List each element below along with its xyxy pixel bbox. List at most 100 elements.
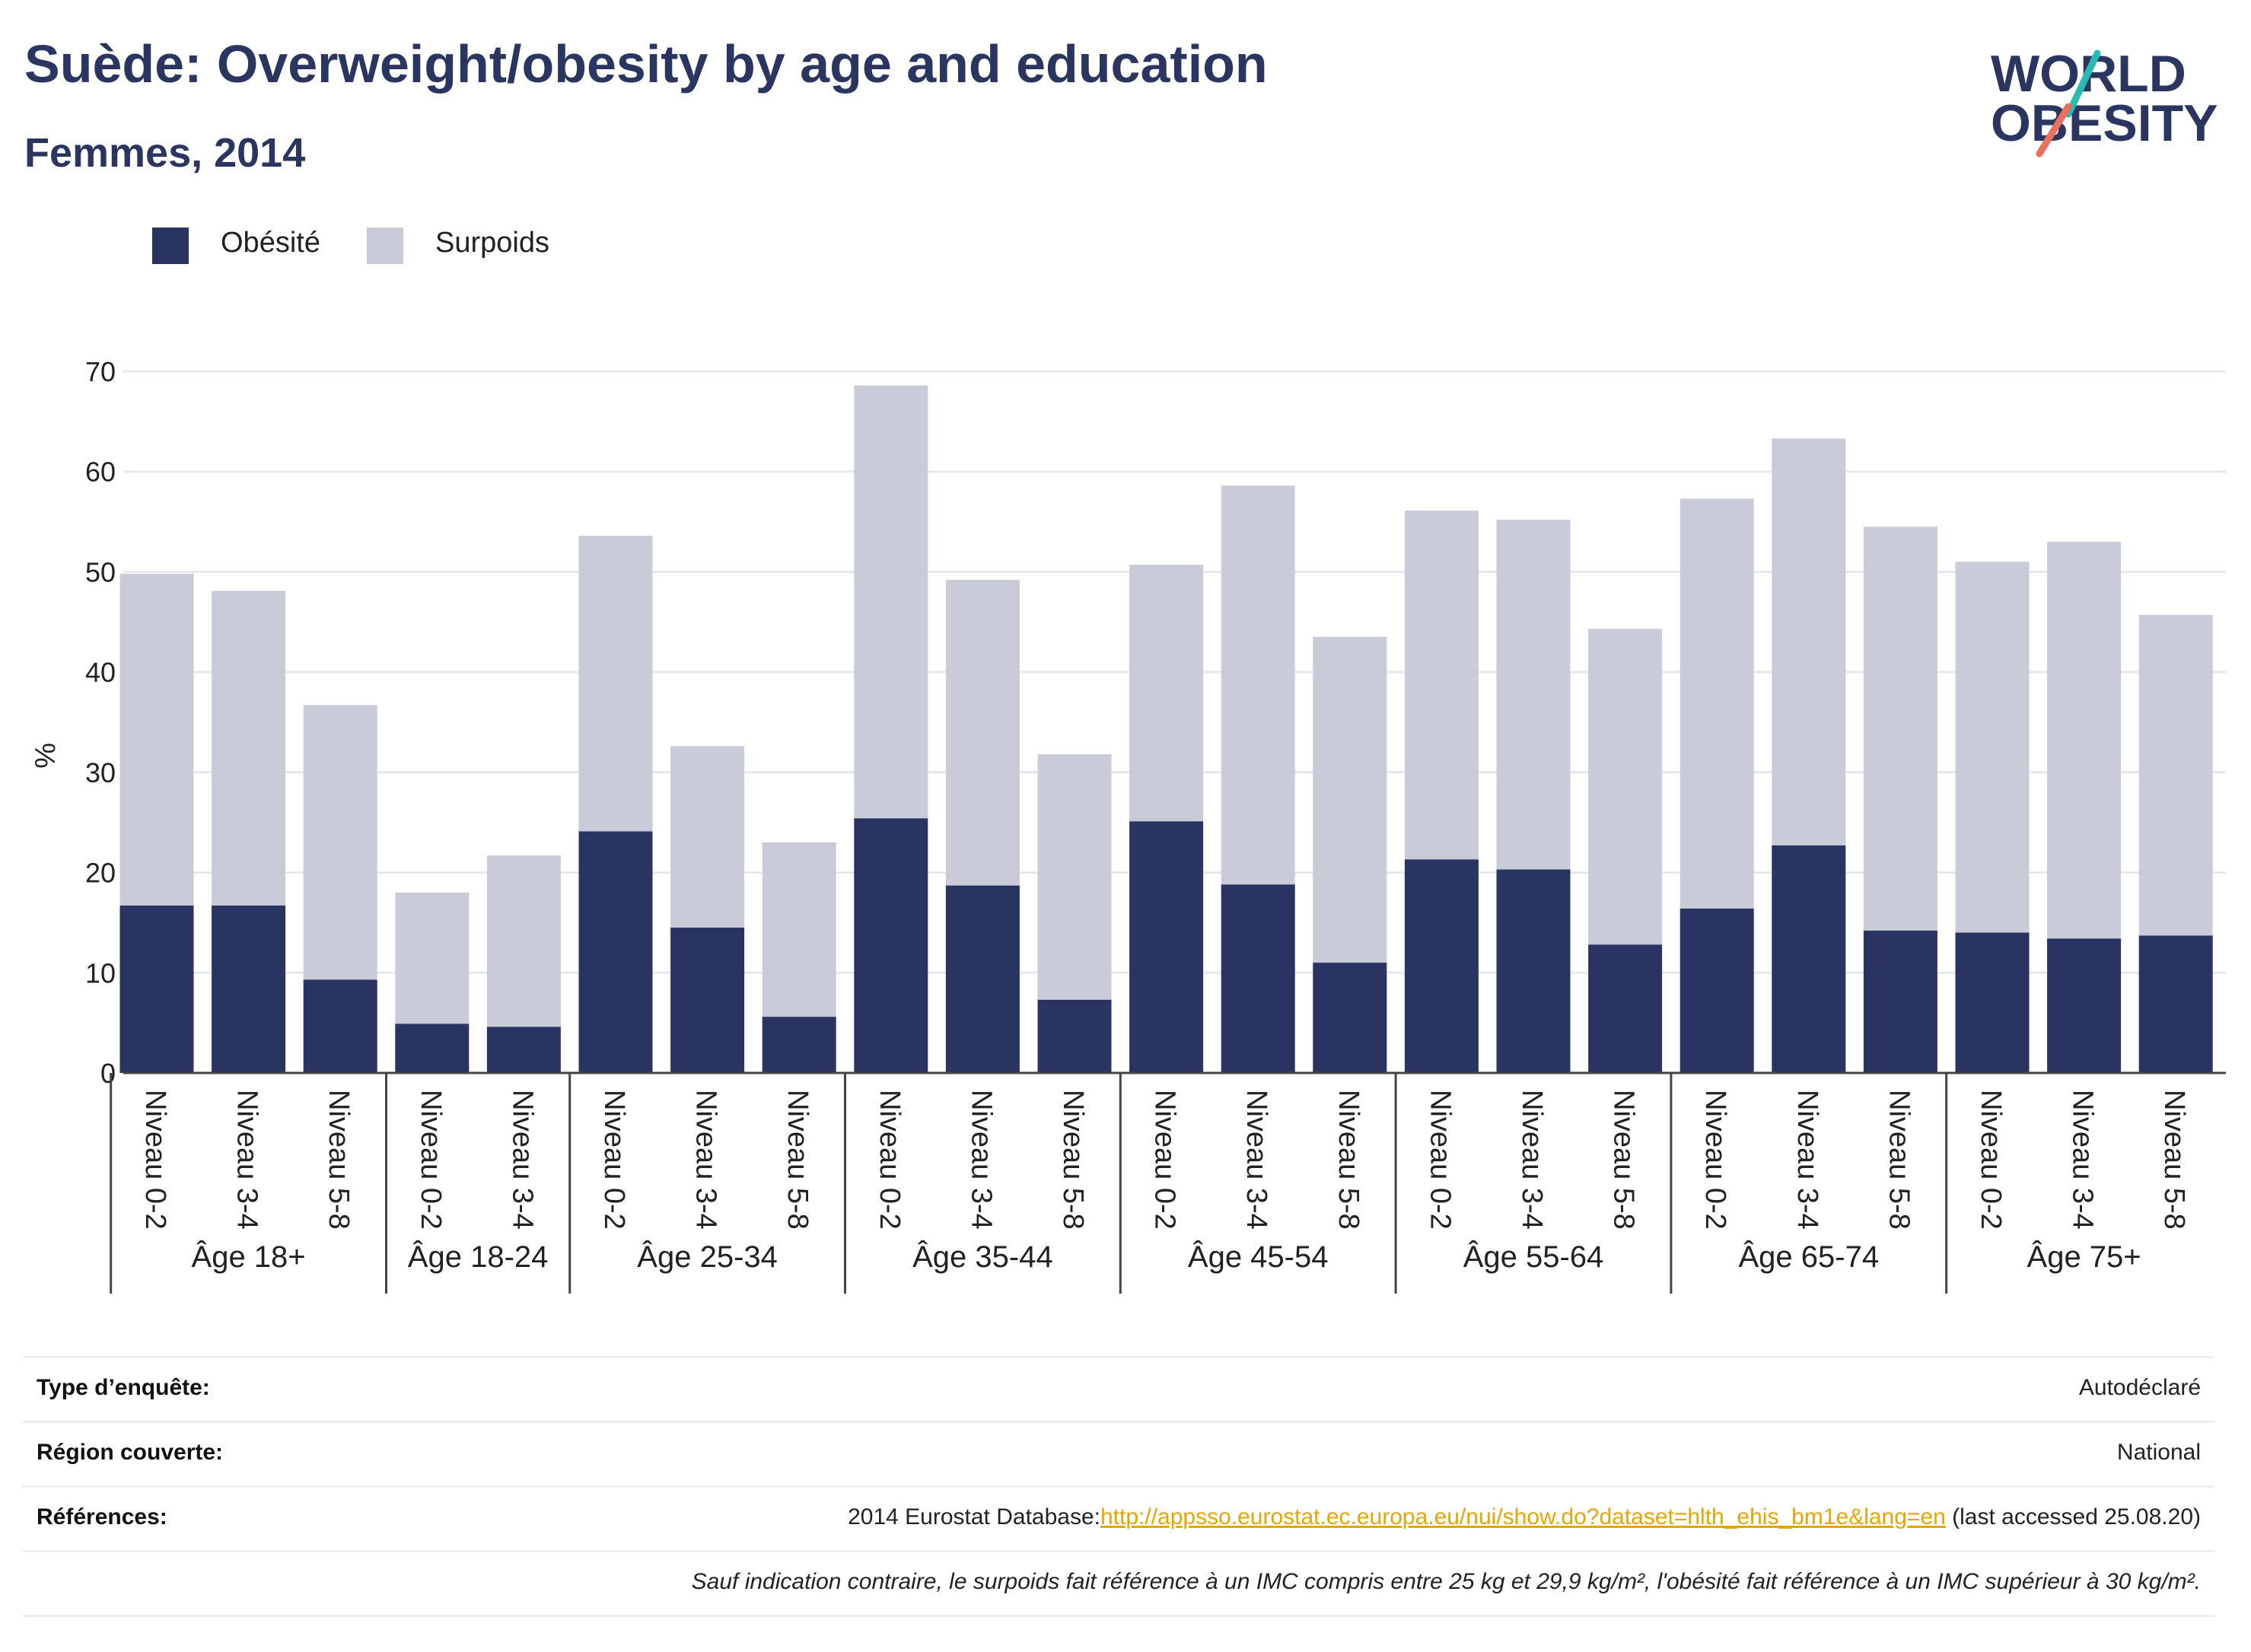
x-tick-label: Niveau 0-2 (1699, 1090, 1731, 1230)
bar-obesity (945, 885, 1020, 1073)
bar-obesity (119, 906, 194, 1073)
info-row-region: Région couverte: National (23, 1421, 2214, 1485)
x-tick-label: Niveau 5-8 (2158, 1090, 2190, 1230)
bar-obesity (1313, 963, 1387, 1073)
bar-overweight (1955, 562, 2030, 933)
bar-obesity (1588, 944, 1663, 1073)
x-tick-label: Niveau 5-8 (782, 1090, 813, 1230)
info-row-references: Références: 2014 Eurostat Database:http:… (23, 1485, 2214, 1550)
legend-label-overweight: Surpoids (435, 227, 549, 259)
bar-obesity (1955, 932, 2030, 1073)
x-tick-label: Niveau 5-8 (1608, 1090, 1640, 1230)
bar-overweight (1863, 527, 1937, 931)
bar-obesity (486, 1027, 561, 1073)
logo-slash-bottom (2036, 103, 2072, 158)
group-label: Âge 65-74 (1739, 1240, 1880, 1274)
y-tick-label: 50 (85, 556, 116, 587)
references-suffix: (last accessed 25.08.20) (1945, 1504, 2201, 1529)
x-tick-label: Niveau 3-4 (231, 1090, 263, 1230)
bar-overweight (1221, 485, 1295, 885)
x-tick-label: Niveau 5-8 (1057, 1090, 1089, 1230)
bar-obesity (762, 1017, 836, 1073)
x-tick-label: Niveau 0-2 (598, 1090, 630, 1230)
x-tick-label: Niveau 3-4 (506, 1090, 538, 1230)
bar-overweight (303, 705, 377, 980)
logo-line2: OBESITY (1991, 94, 2218, 152)
info-row-note: Sauf indication contraire, le surpoids f… (23, 1550, 2214, 1617)
bar-overweight (578, 536, 653, 832)
group-label: Âge 25-34 (637, 1240, 778, 1274)
x-tick-label: Niveau 3-4 (690, 1090, 722, 1230)
x-tick-label: Niveau 0-2 (415, 1090, 447, 1230)
bar-chart: 0 10 20 30 40 50 60 70% Niveau 0-2 Niveau 3-4 Nive… (30, 356, 2226, 1294)
x-tick-label: Niveau 0-2 (874, 1090, 906, 1230)
bar-overweight (1588, 629, 1663, 945)
bar-overweight (212, 590, 286, 906)
bar-obesity (1404, 859, 1479, 1073)
bar-obesity (303, 979, 377, 1073)
y-tick-label: 0 (100, 1058, 116, 1089)
survey-type-value: Autodéclaré (2078, 1375, 2201, 1400)
bar-obesity (1129, 821, 1204, 1073)
group-label: Âge 18+ (192, 1240, 306, 1274)
bar-obesity (1863, 930, 1937, 1073)
bar-obesity (1037, 999, 1112, 1073)
definition-note: Sauf indication contraire, le surpoids f… (691, 1569, 2201, 1594)
y-tick-label: 30 (85, 757, 116, 788)
x-tick-label: Niveau 0-2 (139, 1090, 171, 1230)
bar-overweight (119, 574, 194, 906)
bar-overweight (2047, 541, 2122, 939)
bar-obesity (1221, 884, 1295, 1073)
references-value: 2014 Eurostat Database:http://appsso.eur… (848, 1504, 2201, 1530)
legend-swatch-obesity (152, 228, 189, 264)
x-tick-label: Niveau 3-4 (1516, 1090, 1548, 1230)
group-label: Âge 75+ (2027, 1240, 2141, 1274)
region-label: Région couverte: (37, 1440, 224, 1465)
bar-overweight (1313, 637, 1387, 963)
x-tick-label: Niveau 0-2 (1975, 1090, 2007, 1230)
x-tick-label: Niveau 5-8 (1332, 1090, 1364, 1230)
bar-obesity (1772, 845, 1846, 1073)
bar-overweight (1037, 754, 1112, 1000)
bar-obesity (2138, 935, 2213, 1073)
bar-overweight (1404, 511, 1479, 860)
bar-obesity (670, 928, 745, 1073)
legend-swatch-overweight (367, 228, 403, 264)
y-tick-label: 10 (85, 957, 116, 988)
references-label: Références: (37, 1504, 167, 1529)
chart-title: Suède: Overweight/obesity by age and edu… (24, 34, 1268, 94)
x-tick-label: Niveau 3-4 (2067, 1090, 2099, 1230)
references-prefix: 2014 Eurostat Database: (848, 1504, 1100, 1529)
bar-overweight (2138, 615, 2213, 936)
bar-overweight (670, 746, 745, 928)
logo-slash-top (2065, 49, 2101, 118)
y-tick-label: 40 (85, 657, 116, 688)
info-table: Type d’enquête: Autodéclaré Région couve… (23, 1356, 2214, 1617)
bar-obesity (2047, 938, 2122, 1073)
bar-obesity (395, 1023, 470, 1073)
group-label: Âge 18-24 (408, 1240, 549, 1274)
bar-obesity (1496, 869, 1571, 1073)
y-axis-title: % (30, 743, 62, 769)
chart-subtitle: Femmes, 2014 (24, 130, 306, 176)
world-obesity-logo: WORLD OBESITY (1979, 23, 2237, 160)
x-tick-label: Niveau 0-2 (1424, 1090, 1456, 1230)
y-tick-label: 20 (85, 858, 116, 889)
references-link[interactable]: http://appsso.eurostat.ec.europa.eu/nui/… (1100, 1504, 1946, 1529)
x-tick-label: Niveau 5-8 (1883, 1090, 1915, 1230)
bar-obesity (1679, 908, 1754, 1073)
bar-overweight (1496, 519, 1571, 870)
info-row-survey: Type d’enquête: Autodéclaré (23, 1356, 2214, 1421)
bar-overweight (395, 892, 470, 1024)
survey-type-label: Type d’enquête: (37, 1375, 210, 1400)
y-tick-label: 70 (85, 356, 116, 387)
legend-label-obesity: Obésité (221, 227, 320, 259)
x-tick-label: Niveau 3-4 (1791, 1090, 1823, 1230)
x-tick-label: Niveau 3-4 (1240, 1090, 1272, 1230)
bar-obesity (212, 906, 286, 1073)
bar-overweight (1772, 438, 1846, 846)
bar-obesity (578, 831, 653, 1073)
bar-overweight (945, 579, 1020, 886)
bar-overweight (1679, 498, 1754, 909)
group-label: Âge 45-54 (1188, 1240, 1329, 1274)
